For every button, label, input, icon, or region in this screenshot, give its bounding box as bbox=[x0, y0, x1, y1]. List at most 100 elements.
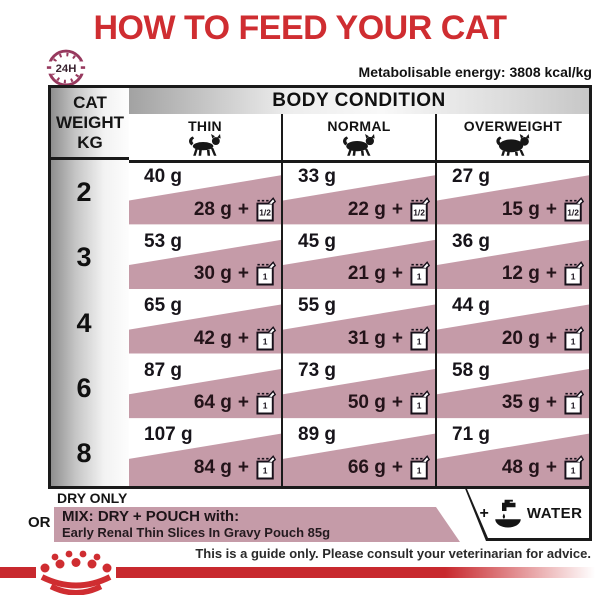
feeding-cell: 27 g 15 g + 1/2 bbox=[437, 163, 589, 228]
weight-value: 2 bbox=[76, 177, 92, 208]
thin-cat-icon bbox=[189, 134, 221, 156]
normal-cat-icon bbox=[343, 134, 375, 156]
dry-amount: 65 g bbox=[144, 295, 183, 317]
pouch-icon: 1 bbox=[410, 455, 430, 480]
water-box-content: + WATER bbox=[467, 489, 589, 538]
feeding-cell: 73 g 50 g + 1 bbox=[283, 356, 435, 422]
mix-amount: 66 g bbox=[347, 456, 386, 478]
pouch-icon: 1 bbox=[256, 390, 276, 415]
dry-amount: 87 g bbox=[144, 359, 183, 381]
24h-clock-icon: 24H bbox=[46, 49, 86, 87]
pouch-count: 1/2 bbox=[259, 207, 271, 217]
page-title: HOW TO FEED YOUR CAT bbox=[93, 9, 507, 47]
feeding-cell: 89 g 66 g + 1 bbox=[283, 421, 435, 486]
plus-sign: + bbox=[545, 263, 557, 285]
pouch-count: 1 bbox=[571, 401, 576, 411]
dry-amount: 36 g bbox=[452, 230, 491, 252]
pouch-count: 1 bbox=[417, 401, 422, 411]
pouch-count: 1 bbox=[263, 466, 268, 476]
mix-amount: 31 g bbox=[347, 327, 386, 349]
pouch-count: 1 bbox=[571, 466, 576, 476]
mix-line: 48 g + 1 bbox=[502, 455, 584, 481]
energy-note: Metabolisable energy: 3808 kcal/kg bbox=[358, 64, 592, 80]
weight-value: 8 bbox=[76, 437, 92, 468]
body-condition-area: BODY CONDITION THIN bbox=[129, 88, 589, 486]
dry-amount: 45 g bbox=[298, 230, 337, 252]
feeding-cell: 33 g 22 g + 1/2 bbox=[283, 163, 435, 228]
pouch-icon: 1 bbox=[410, 390, 430, 415]
feeding-cell: 87 g 64 g + 1 bbox=[129, 356, 281, 422]
pouch-icon: 1 bbox=[564, 455, 584, 480]
mix-amount: 15 g bbox=[501, 198, 540, 220]
column-header-normal: NORMAL bbox=[283, 114, 435, 163]
water-plus-sign: + bbox=[479, 504, 489, 522]
mix-amount: 21 g bbox=[347, 263, 386, 285]
plus-sign: + bbox=[545, 456, 557, 478]
mix-line: 22 g + 1/2 bbox=[347, 196, 430, 223]
dry-amount: 107 g bbox=[144, 424, 193, 446]
feeding-cell: 53 g 30 g + 1 bbox=[129, 227, 281, 293]
plus-sign: + bbox=[391, 327, 403, 349]
mix-amount: 50 g bbox=[347, 392, 386, 414]
plus-sign: + bbox=[545, 392, 557, 414]
pouch-count: 1 bbox=[263, 272, 268, 282]
weight-column-header: CAT WEIGHT KG bbox=[51, 88, 129, 160]
feeding-cell: 55 g 31 g + 1 bbox=[283, 292, 435, 357]
brand-crown-logo bbox=[40, 550, 112, 595]
weight-header-line: CAT bbox=[73, 92, 107, 112]
mix-amount: 30 g bbox=[193, 263, 232, 285]
plus-sign: + bbox=[237, 456, 249, 478]
weight-value: 6 bbox=[76, 372, 92, 403]
pouch-icon: 1 bbox=[564, 325, 584, 351]
red-band-right bbox=[116, 567, 600, 578]
plus-sign: + bbox=[237, 263, 249, 285]
mix-amount: 42 g bbox=[193, 327, 232, 349]
mix-amount: 20 g bbox=[501, 327, 540, 349]
mix-line: 30 g + 1 bbox=[194, 261, 276, 287]
overweight-cat-icon bbox=[496, 134, 530, 156]
column-header-thin: THIN bbox=[129, 114, 281, 163]
pouch-count: 1 bbox=[417, 272, 422, 282]
mix-line: 84 g + 1 bbox=[194, 455, 276, 481]
legend-mix-title: MIX: DRY + POUCH with: bbox=[62, 508, 240, 525]
plus-sign: + bbox=[391, 198, 403, 220]
body-condition-header: BODY CONDITION bbox=[129, 88, 589, 114]
mix-line: 50 g + 1 bbox=[348, 390, 430, 416]
pouch-icon: 1/2 bbox=[410, 196, 430, 222]
pouch-icon: 1 bbox=[564, 390, 584, 415]
pouch-count: 1 bbox=[417, 336, 422, 346]
feeding-cell: 40 g 28 g + 1/2 bbox=[129, 163, 281, 228]
pouch-icon: 1 bbox=[410, 325, 430, 351]
mix-amount: 64 g bbox=[193, 392, 232, 414]
mix-amount: 22 g bbox=[347, 198, 386, 220]
pouch-count: 1 bbox=[263, 336, 268, 346]
dry-amount: 55 g bbox=[298, 295, 337, 317]
pouch-count: 1 bbox=[263, 401, 268, 411]
mix-line: 35 g + 1 bbox=[502, 390, 584, 416]
weight-value: 3 bbox=[76, 242, 92, 273]
feeding-cell: 107 g 84 g + 1 bbox=[129, 421, 281, 486]
legend-dry-only: DRY ONLY bbox=[57, 490, 128, 506]
mix-line: 28 g + 1/2 bbox=[194, 196, 276, 223]
mix-line: 42 g + 1 bbox=[193, 325, 276, 352]
pouch-icon: 1/2 bbox=[564, 196, 584, 222]
column-overweight: OVERWEIGHT 27 g bbox=[435, 114, 589, 486]
plus-sign: + bbox=[391, 263, 403, 285]
guide-note: This is a guide only. Please consult you… bbox=[195, 546, 591, 561]
pouch-count: 1/2 bbox=[567, 207, 579, 217]
dry-amount: 27 g bbox=[452, 166, 491, 187]
pouch-count: 1 bbox=[571, 336, 576, 346]
column-thin: THIN 40 g bbox=[129, 114, 281, 486]
plus-sign: + bbox=[237, 327, 249, 349]
pouch-icon: 1 bbox=[256, 455, 276, 480]
dry-amount: 58 g bbox=[452, 359, 491, 381]
mix-amount: 48 g bbox=[501, 456, 540, 478]
weight-values: 2 3 4 6 8 bbox=[51, 160, 129, 486]
red-band-left bbox=[0, 567, 36, 578]
mix-line: 66 g + 1 bbox=[348, 455, 430, 481]
legend-mix-subtitle: Early Renal Thin Slices In Gravy Pouch 8… bbox=[62, 525, 331, 540]
plus-sign: + bbox=[391, 392, 403, 414]
weight-value: 4 bbox=[76, 307, 92, 338]
feeding-cell: 65 g 42 g + 1 bbox=[129, 292, 281, 357]
pouch-icon: 1/2 bbox=[256, 196, 276, 222]
